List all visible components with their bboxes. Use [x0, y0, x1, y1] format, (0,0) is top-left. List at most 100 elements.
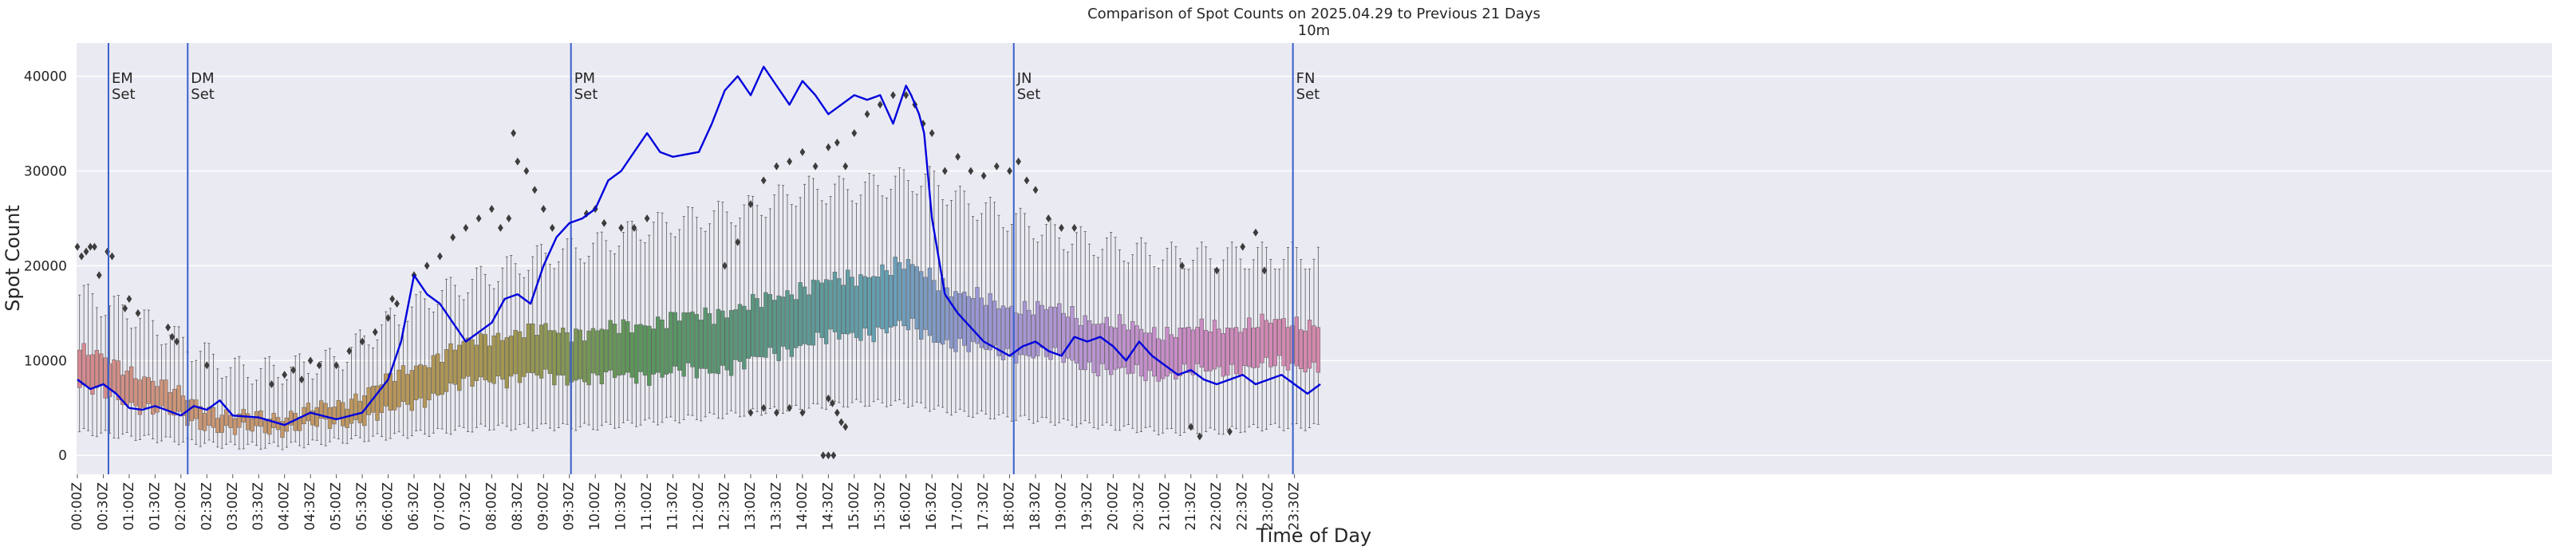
- box: [409, 370, 414, 411]
- outlier-point: [92, 242, 97, 251]
- box: [625, 321, 630, 373]
- box: [1048, 306, 1053, 360]
- outlier-point: [515, 157, 521, 166]
- outlier-point: [298, 375, 305, 384]
- box: [1031, 314, 1036, 359]
- box: [1272, 319, 1277, 367]
- box: [767, 293, 772, 348]
- box: [742, 305, 747, 370]
- box: [823, 279, 829, 344]
- box: [737, 304, 743, 362]
- box: [513, 330, 518, 375]
- box: [120, 375, 125, 405]
- dm-set-label-line: DM: [191, 70, 214, 87]
- x-tick-label: 07:30Z: [458, 482, 474, 531]
- box: [871, 276, 876, 343]
- x-tick-label: 03:00Z: [225, 482, 241, 531]
- box: [867, 277, 872, 336]
- box: [448, 343, 453, 384]
- box: [470, 340, 475, 387]
- outlier-point: [506, 214, 512, 222]
- fn-set-label-line: Set: [1296, 86, 1320, 103]
- outlier-point: [96, 271, 102, 280]
- outlier-point: [1227, 427, 1233, 436]
- outlier-point: [864, 110, 870, 119]
- x-tick-label: 01:30Z: [147, 482, 163, 531]
- box: [396, 369, 401, 407]
- box: [547, 330, 553, 374]
- box: [1247, 317, 1252, 367]
- x-tick-label: 01:00Z: [121, 482, 137, 531]
- box: [712, 324, 716, 374]
- box: [146, 377, 151, 404]
- box: [1242, 328, 1248, 366]
- em-set-label: EM Set: [112, 70, 136, 103]
- box: [379, 384, 385, 413]
- x-tick-label: 22:00Z: [1209, 482, 1225, 531]
- outlier-point: [830, 451, 837, 460]
- box: [202, 413, 207, 431]
- box: [970, 298, 976, 342]
- box: [1095, 324, 1101, 377]
- box: [910, 264, 915, 319]
- x-tick-label: 05:00Z: [329, 482, 345, 531]
- box: [763, 292, 768, 358]
- outlier-point: [842, 162, 849, 171]
- box: [500, 340, 505, 380]
- box: [884, 270, 890, 334]
- x-tick-label: 04:00Z: [277, 482, 293, 531]
- box: [1285, 327, 1291, 371]
- outlier-point: [488, 205, 495, 214]
- x-tick-label: 11:30Z: [665, 482, 681, 531]
- x-tick-label: 08:00Z: [483, 482, 499, 531]
- outlier-point: [760, 403, 767, 412]
- outlier-point: [1261, 266, 1268, 275]
- box: [250, 418, 254, 432]
- box: [669, 312, 673, 374]
- box: [794, 299, 799, 348]
- box: [556, 332, 561, 375]
- box: [1065, 316, 1071, 359]
- box: [1316, 327, 1321, 373]
- box: [949, 296, 954, 349]
- x-tick-label: 10:00Z: [587, 482, 603, 531]
- box: [112, 359, 116, 392]
- box: [479, 333, 483, 378]
- box: [1057, 303, 1062, 356]
- box: [1208, 331, 1213, 371]
- box: [815, 280, 820, 333]
- box: [802, 286, 807, 344]
- box: [517, 331, 523, 383]
- box: [215, 418, 220, 434]
- outlier-point: [135, 308, 141, 317]
- box: [552, 330, 557, 386]
- x-tick-label: 21:00Z: [1157, 482, 1173, 531]
- outlier-point: [1059, 223, 1064, 232]
- box: [194, 399, 199, 419]
- chart-subtitle: 10m: [1298, 22, 1330, 39]
- outlier-point: [105, 247, 111, 256]
- outlier-point: [307, 356, 314, 365]
- outlier-point: [825, 394, 831, 403]
- box: [1109, 326, 1114, 375]
- outlier-point: [424, 261, 430, 270]
- box: [837, 278, 842, 340]
- outlier-point: [812, 162, 819, 171]
- outlier-point: [842, 422, 849, 431]
- jn-set-label: JN Set: [1016, 70, 1041, 103]
- box: [474, 344, 479, 381]
- box: [1281, 318, 1286, 367]
- plot-area: [77, 43, 2552, 474]
- box: [850, 277, 854, 333]
- box: [854, 285, 859, 338]
- outlier-point: [1007, 167, 1012, 175]
- box: [728, 310, 734, 376]
- box: [465, 337, 471, 377]
- outlier-point: [437, 252, 443, 261]
- box: [81, 343, 86, 386]
- box: [901, 269, 906, 327]
- box: [289, 411, 294, 426]
- box: [405, 374, 410, 405]
- outlier-point: [618, 223, 625, 232]
